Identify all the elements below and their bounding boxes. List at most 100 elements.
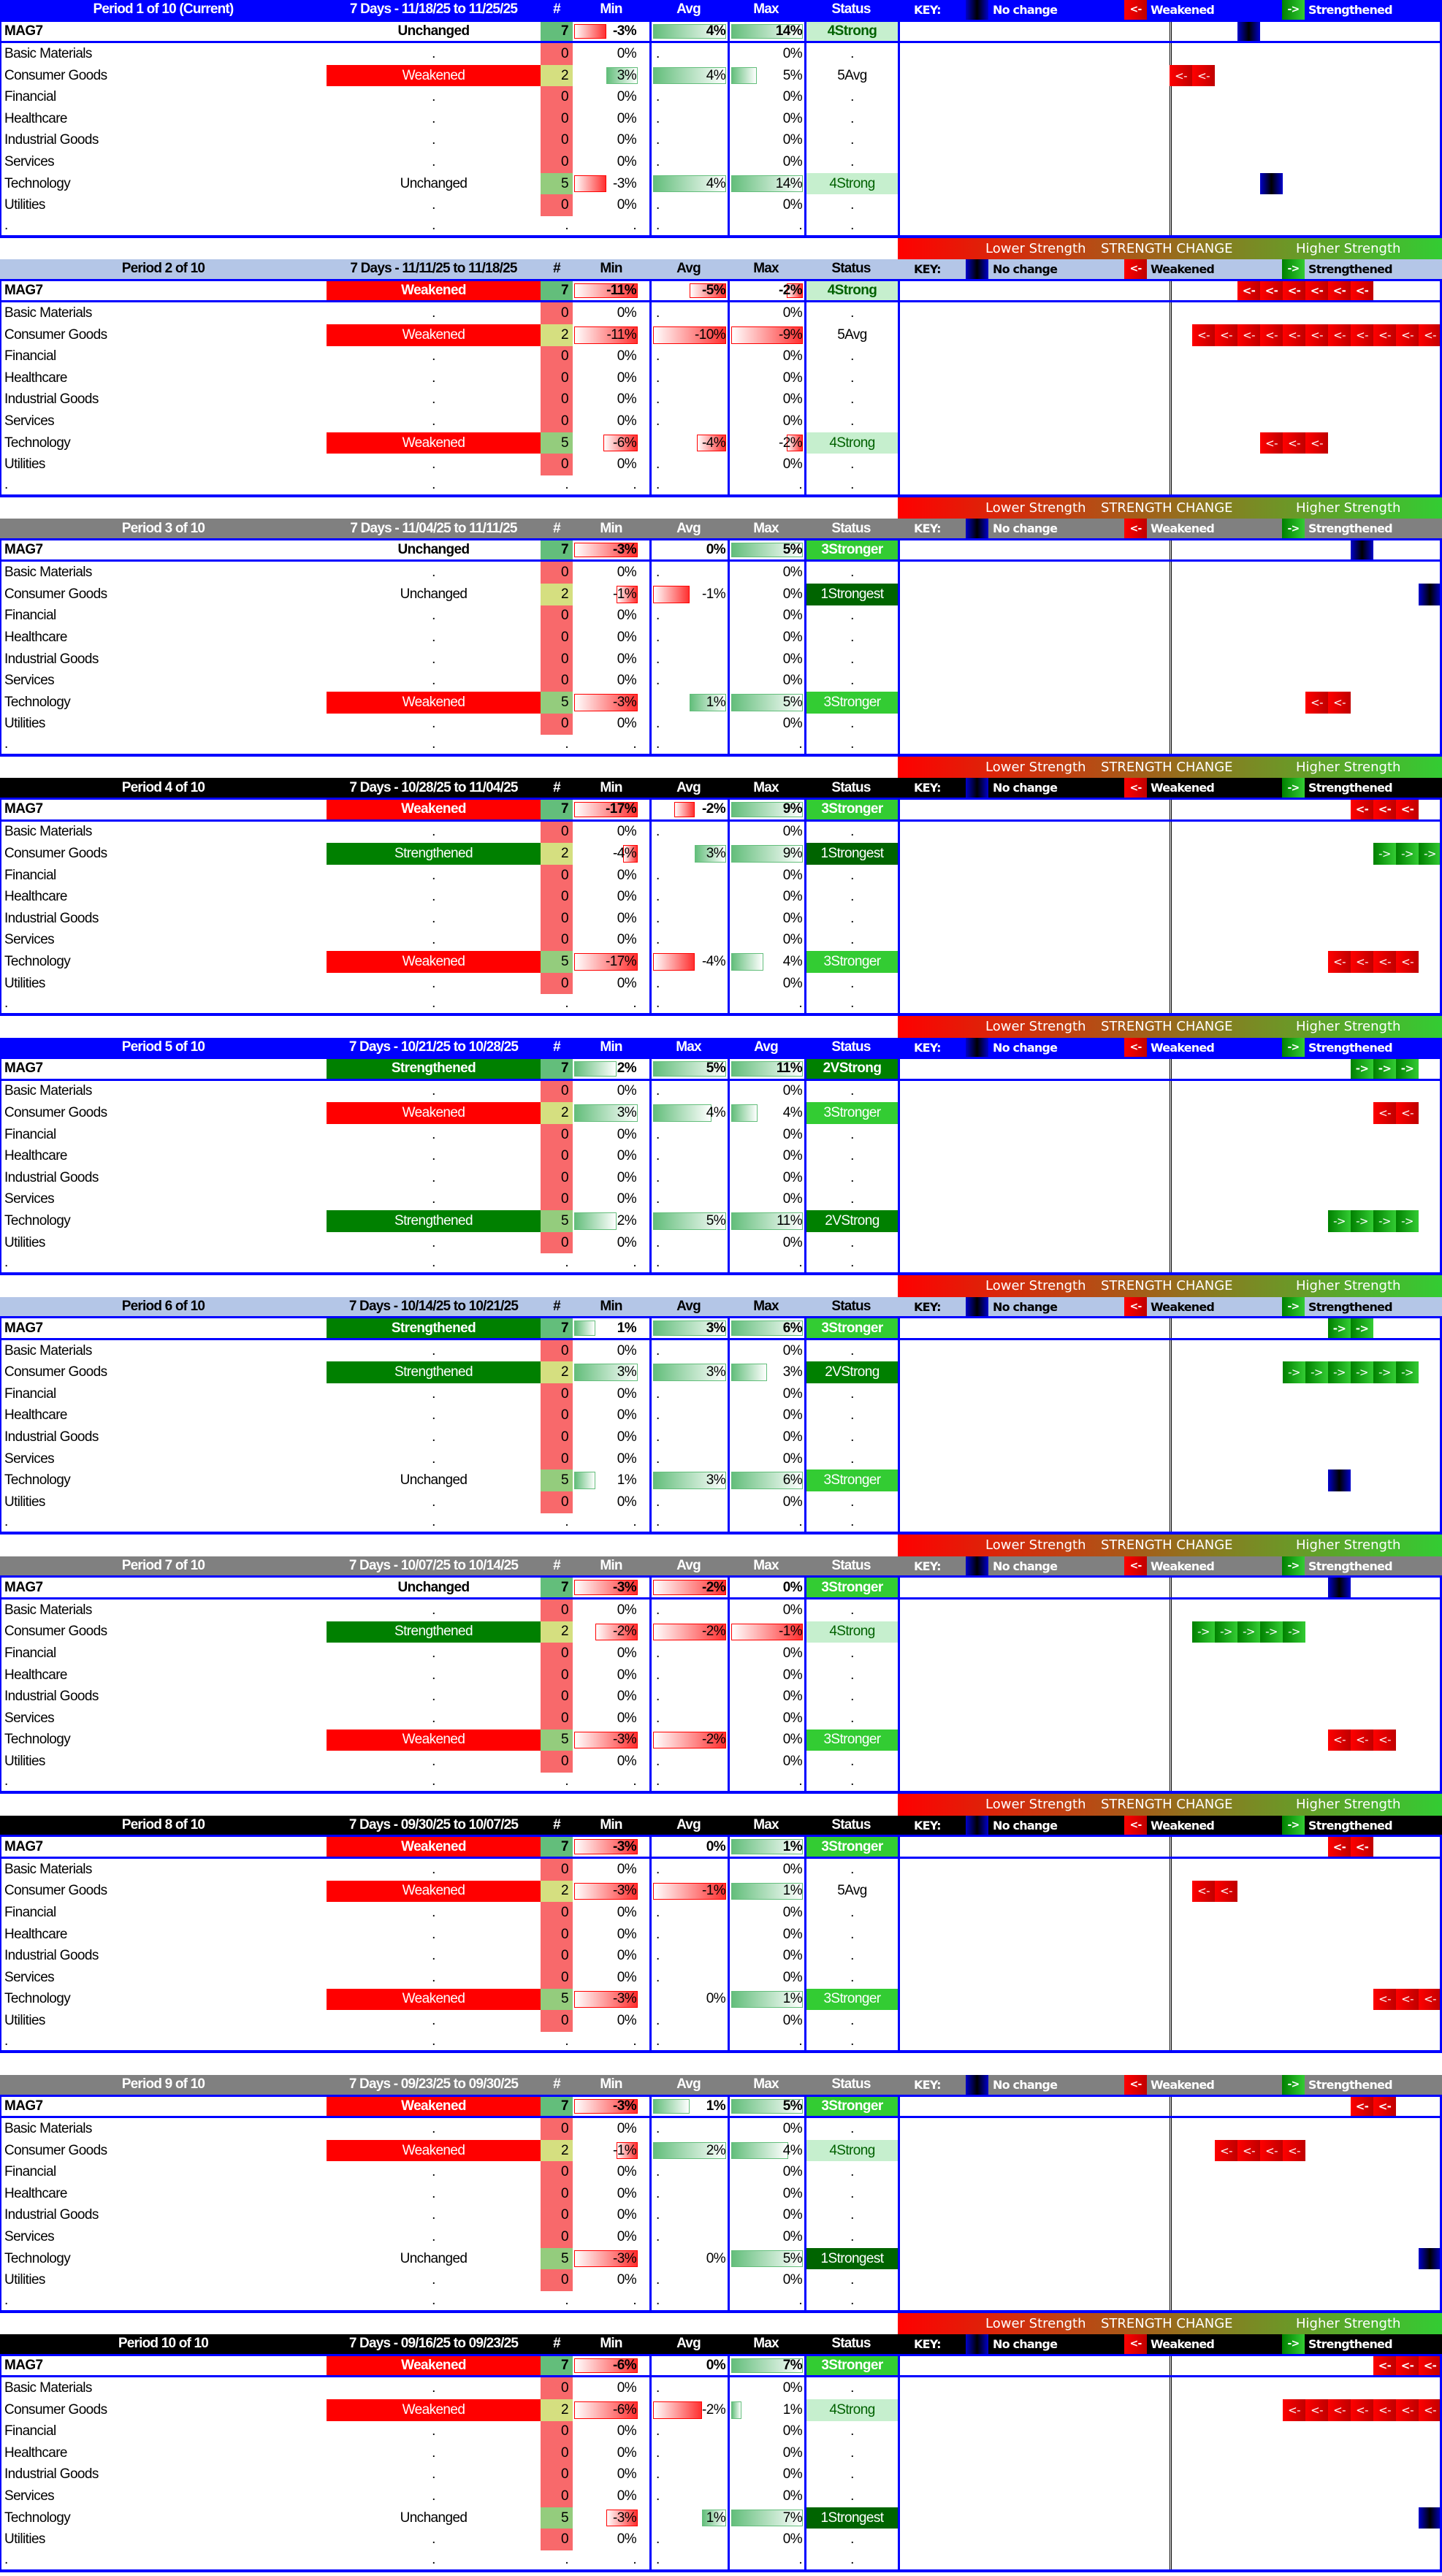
min-value: 0% [617,2120,637,2136]
change-status: . [432,2551,435,2567]
change-status: Unchanged [397,1579,470,1595]
avg-cell: 4% [649,64,728,87]
center-divider [1170,2420,1172,2443]
count-cell: 7 [541,1318,573,1338]
weakened-arrow-icon: <- [1396,799,1419,819]
min-cell: 0% [573,86,649,108]
max-value: 0% [782,1191,803,1207]
column-header: # [553,1558,561,1574]
blank-row: ....... [0,2550,1442,2572]
max-cell: 0% [728,2226,804,2248]
min-value: -6% [613,2401,637,2418]
row-name: Financial [0,1123,327,1146]
change-status: . [432,1494,435,1510]
avg-data-bar [653,175,726,193]
min-data-bar [574,283,638,299]
avg-cell: . [649,2269,728,2291]
avg-value: . [656,1645,660,1661]
no-change-swatch-icon [966,778,988,798]
strength-status: . [804,2161,898,2183]
max-value: 0% [782,608,803,624]
max-value: 0% [782,1689,803,1705]
min-cell: . [573,1773,649,1792]
avg-cell: . [649,107,728,130]
period-title: Period 4 of 10 [121,779,205,795]
max-value: -2% [779,435,803,451]
weakened-arrow-icon: <- [1373,951,1396,973]
avg-value: . [656,932,660,948]
weakened-arrow-icon: <- [1373,1102,1396,1124]
max-cell: 5% [728,2247,804,2270]
max-cell: 6% [728,1469,804,1491]
row-name: MAG7 [0,1837,327,1857]
period-range: 7 Days - 11/11/25 to 11/18/25 [350,261,517,277]
no-change-marker-icon [1260,172,1283,195]
max-cell: 0% [728,1404,804,1427]
center-divider [1170,2204,1172,2227]
key-strengthened: Strengthened [1308,1299,1393,1314]
max-value: 0% [782,305,803,321]
table-row-basic-materials: Basic Materials. 0 0%. 0%. [0,821,1442,844]
max-value: 0% [782,1969,803,1985]
max-value: 0% [782,2423,803,2439]
avg-cell: . [649,1188,728,1211]
center-divider [1170,2010,1172,2032]
strength-status: . [804,886,898,908]
min-value: -3% [613,23,637,39]
row-name: Utilities [0,713,327,735]
center-divider [1170,2096,1172,2117]
table-row-industrial-goods: Industrial Goods. 0 0%. 0%. [0,1945,1442,1968]
avg-cell: -1% [649,584,728,605]
strength-change-track: <- <- <- [898,799,1442,819]
strength-status: 2VStrong [804,1059,898,1079]
change-status: . [432,716,435,732]
max-value: . [798,735,802,752]
avg-cell: . [649,864,728,887]
strength-status: . [804,454,898,476]
strength-status: 3Stronger [804,1102,898,1124]
change-status: Unchanged [400,175,468,191]
key-weakened: Weakened [1151,521,1215,536]
strength-change-track: -> -> -> -> [898,1210,1442,1232]
strength-status: 1Strongest [804,2507,898,2529]
min-cell: 0% [573,2485,649,2507]
min-cell: -2% [573,1621,649,1643]
table-row-utilities: Utilities. 0 0%. 0%. [0,2010,1442,2032]
max-value: 0% [782,348,803,364]
min-cell: 0% [573,1686,649,1708]
avg-cell: . [649,972,728,995]
min-data-bar [574,2401,638,2419]
avg-cell: . [649,2204,728,2227]
change-status: . [432,391,435,408]
avg-value: . [656,1191,660,1207]
column-header: Status [831,1817,871,1833]
min-cell: 0% [573,194,649,216]
no-change-marker-icon [1419,584,1440,605]
min-cell: 0% [573,1124,649,1146]
strengthened-arrow-icon: -> [1351,1059,1373,1079]
avg-data-bar [653,1882,726,1900]
avg-cell: . [649,1923,728,1946]
avg-value: . [656,2228,660,2244]
strength-status: . [804,215,898,235]
strength-status: 3Stronger [804,1837,898,1857]
avg-value: . [656,1689,660,1705]
avg-value: . [656,910,660,926]
avg-value: 4% [706,1105,726,1121]
strength-status: 3Stronger [804,2096,898,2117]
column-header: # [553,520,561,536]
period-range: 7 Days - 10/07/25 to 10/14/25 [348,1558,519,1574]
change-status: . [432,1169,435,1185]
max-value: 0% [782,1948,803,1964]
period-title: Period 8 of 10 [121,1817,205,1833]
strength-change-track: <- <- <- [898,432,1442,454]
max-cell: 0% [728,584,804,605]
avg-value: . [656,2531,660,2548]
max-cell: 0% [728,1491,804,1513]
lower-strength-label: Lower Strength [985,2315,1086,2331]
change-status: . [432,2423,435,2439]
min-cell: 0% [573,1448,649,1470]
row-name: Technology [0,2507,327,2529]
strength-status: . [804,1772,898,1792]
min-cell: 0% [573,1189,649,1211]
